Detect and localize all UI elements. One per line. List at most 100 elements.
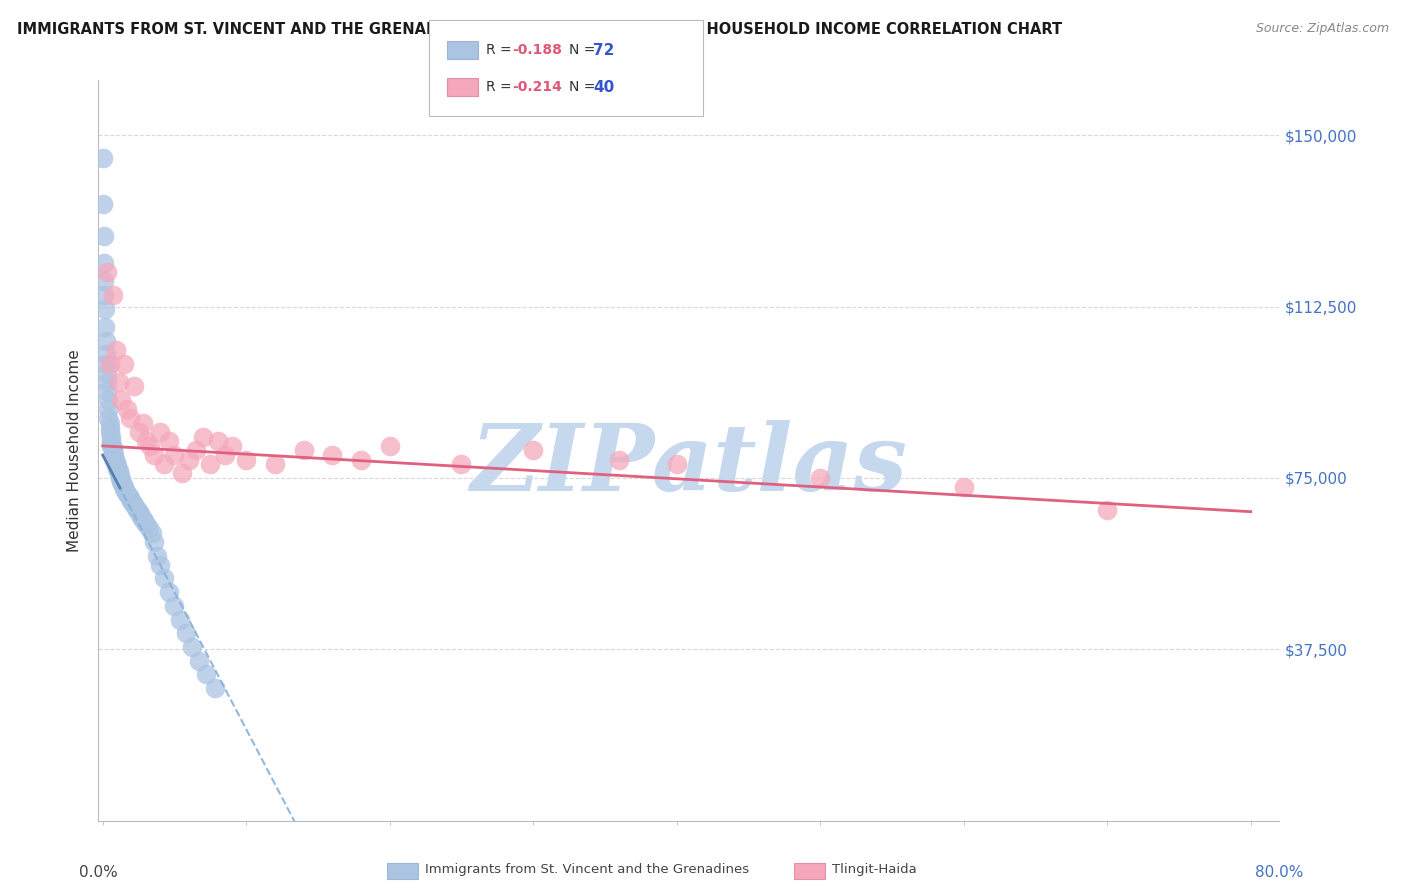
Point — [235, 452, 257, 467]
Point — [139, 439, 162, 453]
Point — [207, 434, 229, 449]
Point — [110, 475, 132, 490]
Point — [124, 379, 146, 393]
Text: R =: R = — [486, 44, 516, 57]
Point — [169, 613, 191, 627]
Point — [149, 425, 172, 440]
Point — [200, 457, 222, 471]
Point — [100, 439, 122, 453]
Point — [104, 457, 127, 471]
Point — [184, 443, 207, 458]
Point — [952, 480, 974, 494]
Point — [97, 402, 120, 417]
Point — [93, 288, 115, 302]
Point — [101, 288, 124, 302]
Point — [96, 375, 118, 389]
Point — [97, 393, 120, 408]
Text: R =: R = — [486, 80, 516, 94]
Y-axis label: Median Household Income: Median Household Income — [67, 349, 83, 552]
Point — [94, 334, 117, 348]
Point — [110, 473, 132, 487]
Point — [808, 471, 831, 485]
Point — [143, 448, 166, 462]
Point — [180, 640, 202, 654]
Point — [110, 393, 132, 408]
Point — [91, 151, 114, 165]
Point — [96, 384, 118, 398]
Point — [105, 461, 128, 475]
Point — [132, 416, 155, 430]
Text: N =: N = — [569, 80, 600, 94]
Point — [135, 434, 157, 449]
Point — [187, 654, 209, 668]
Point — [522, 443, 544, 458]
Point — [107, 464, 129, 478]
Point — [128, 425, 150, 440]
Point — [96, 265, 118, 279]
Point — [118, 411, 141, 425]
Point — [134, 514, 156, 528]
Point — [129, 508, 152, 522]
Point — [121, 496, 143, 510]
Point — [153, 457, 176, 471]
Point — [108, 471, 131, 485]
Text: Source: ZipAtlas.com: Source: ZipAtlas.com — [1256, 22, 1389, 36]
Point — [104, 343, 127, 357]
Point — [163, 599, 186, 613]
Point — [120, 493, 142, 508]
Text: -0.214: -0.214 — [512, 80, 561, 94]
Point — [350, 452, 373, 467]
Point — [292, 443, 315, 458]
Point — [98, 420, 121, 434]
Point — [100, 430, 122, 444]
Point — [607, 452, 630, 467]
Point — [98, 357, 121, 371]
Point — [115, 402, 138, 417]
Text: 0.0%: 0.0% — [79, 865, 118, 880]
Point — [117, 489, 139, 503]
Point — [127, 503, 149, 517]
Point — [174, 626, 197, 640]
Point — [103, 452, 125, 467]
Point — [94, 320, 117, 334]
Point — [111, 477, 134, 491]
Point — [108, 468, 131, 483]
Point — [112, 483, 135, 497]
Point — [146, 549, 169, 563]
Point — [665, 457, 688, 471]
Point — [163, 448, 186, 462]
Point — [204, 681, 226, 695]
Point — [100, 436, 122, 450]
Point — [1097, 503, 1119, 517]
Point — [93, 196, 115, 211]
Point — [98, 425, 121, 440]
Point — [135, 516, 157, 531]
Point — [101, 443, 124, 458]
Point — [105, 459, 128, 474]
Point — [125, 500, 148, 515]
Text: ZIPatlas: ZIPatlas — [471, 420, 907, 510]
Point — [107, 467, 129, 481]
Point — [118, 491, 141, 506]
Point — [93, 274, 115, 288]
Point — [114, 484, 136, 499]
Point — [97, 411, 120, 425]
Point — [221, 439, 243, 453]
Point — [94, 347, 117, 361]
Point — [177, 452, 200, 467]
Point — [107, 375, 129, 389]
Point — [115, 487, 138, 501]
Point — [112, 480, 135, 494]
Point — [214, 448, 236, 462]
Text: Immigrants from St. Vincent and the Grenadines: Immigrants from St. Vincent and the Gren… — [425, 863, 749, 876]
Point — [103, 450, 125, 465]
Point — [93, 228, 115, 243]
Point — [128, 505, 150, 519]
Point — [450, 457, 472, 471]
Point — [101, 446, 124, 460]
Text: IMMIGRANTS FROM ST. VINCENT AND THE GRENADINES VS TLINGIT-HAIDA MEDIAN HOUSEHOLD: IMMIGRANTS FROM ST. VINCENT AND THE GREN… — [17, 22, 1062, 37]
Point — [170, 467, 193, 481]
Point — [124, 498, 146, 512]
Text: 40: 40 — [593, 79, 614, 95]
Point — [153, 571, 176, 585]
